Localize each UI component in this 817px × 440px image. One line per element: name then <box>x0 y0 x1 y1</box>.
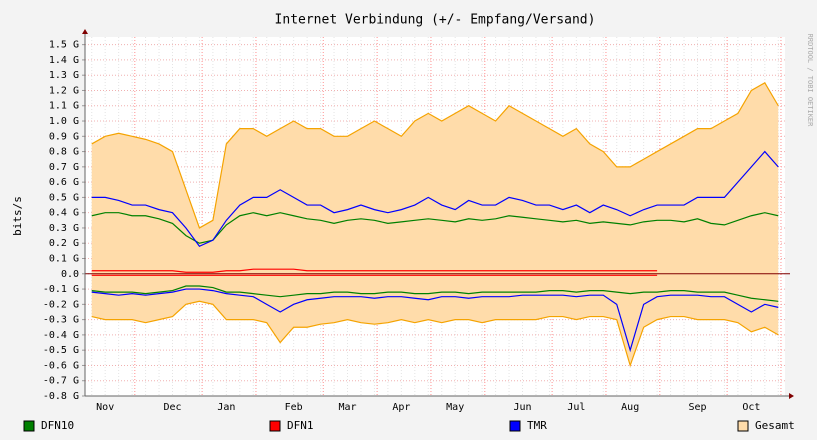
x-tick-label: Sep <box>688 402 706 413</box>
y-axis-label: bits/s <box>11 196 24 236</box>
x-tick-label: Dec <box>163 402 181 413</box>
line <box>91 150 779 248</box>
y-tick-label: 1.2 G <box>49 85 79 96</box>
line <box>91 300 779 368</box>
y-tick-label: 0.4 G <box>49 208 79 219</box>
legend-swatch <box>509 420 521 432</box>
y-tick-label: 1.5 G <box>49 40 79 51</box>
x-tick-label: May <box>446 402 464 413</box>
legend-swatch <box>269 420 281 432</box>
x-tick-label: Apr <box>392 402 410 413</box>
line <box>91 82 779 229</box>
legend-label: Gesamt <box>755 419 795 432</box>
line <box>91 268 658 273</box>
x-tick-label: Jan <box>217 402 235 413</box>
legend-label: TMR <box>527 419 547 432</box>
x-tick-label: Feb <box>285 402 303 413</box>
line <box>91 285 779 302</box>
y-tick-label: -0.3 G <box>43 315 79 326</box>
area <box>91 82 779 274</box>
y-tick-label: 0.1 G <box>49 254 79 265</box>
legend-swatch <box>23 420 35 432</box>
line <box>91 212 779 244</box>
y-tick-label: 0.5 G <box>49 192 79 203</box>
legend-label: DFN10 <box>41 419 74 432</box>
y-tick-label: 1.4 G <box>49 55 79 66</box>
y-tick-label: 1.3 G <box>49 70 79 81</box>
y-tick-label: 1.1 G <box>49 101 79 112</box>
side-text: RRDTOOL / TOBI OETIKER <box>806 34 814 128</box>
x-tick-label: Mar <box>338 402 356 413</box>
y-tick-label: -0.2 G <box>43 299 79 310</box>
y-tick-label: 0.2 G <box>49 238 79 249</box>
y-tick-label: -0.5 G <box>43 345 79 356</box>
legend-label: DFN1 <box>287 419 314 432</box>
y-tick-label: -0.8 G <box>43 391 79 402</box>
area <box>91 273 779 366</box>
x-arrow <box>789 393 794 399</box>
x-tick-label: Oct <box>742 402 760 413</box>
y-tick-label: 1.0 G <box>49 116 79 127</box>
chart-title: Internet Verbindung (+/- Empfang/Versand… <box>275 13 596 28</box>
y-tick-label: 0.3 G <box>49 223 79 234</box>
y-tick-label: -0.6 G <box>43 360 79 371</box>
x-tick-label: Aug <box>621 402 639 413</box>
y-tick-label: 0.8 G <box>49 147 79 158</box>
x-tick-label: Jul <box>567 402 585 413</box>
y-tick-label: -0.4 G <box>43 330 79 341</box>
y-tick-label: -0.1 G <box>43 284 79 295</box>
y-tick-label: -0.7 G <box>43 376 79 387</box>
line <box>91 288 779 353</box>
y-arrow <box>82 29 88 34</box>
x-tick-label: Nov <box>96 402 114 413</box>
x-tick-label: Jun <box>513 402 531 413</box>
legend-swatch <box>737 420 749 432</box>
y-tick-label: 0.0 <box>61 269 79 280</box>
y-tick-label: 0.7 G <box>49 162 79 173</box>
y-tick-label: 0.6 G <box>49 177 79 188</box>
y-tick-label: 0.9 G <box>49 131 79 142</box>
